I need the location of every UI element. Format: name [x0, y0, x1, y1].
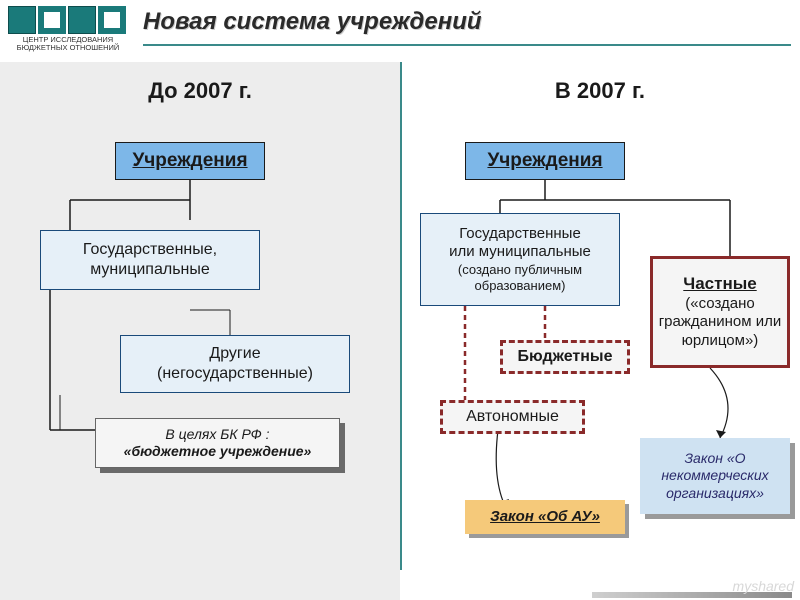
logo-graphic: [8, 6, 128, 34]
left-gov-box: Государственные, муниципальные: [40, 230, 260, 290]
left-note-line2: «бюджетное учреждение»: [124, 443, 312, 461]
left-other-box: Другие (негосударственные): [120, 335, 350, 393]
left-note-line1: В целях БК РФ :: [165, 426, 269, 444]
title-underline: [143, 44, 791, 46]
slide-title: Новая система учреждений: [143, 8, 482, 36]
left-note-box: В целях БК РФ : «бюджетное учреждение»: [95, 418, 340, 468]
right-root: Учреждения: [465, 142, 625, 180]
logo: ЦЕНТР ИССЛЕДОВАНИЯ БЮДЖЕТНЫХ ОТНОШЕНИЙ: [8, 6, 128, 53]
vertical-divider: [400, 62, 402, 570]
law-au-box: Закон «Об АУ»: [465, 500, 625, 534]
logo-caption: ЦЕНТР ИССЛЕДОВАНИЯ БЮДЖЕТНЫХ ОТНОШЕНИЙ: [8, 36, 128, 53]
right-autonomous-box: Автономные: [440, 400, 585, 434]
right-budget-box: Бюджетные: [500, 340, 630, 374]
watermark: myshared: [733, 578, 794, 594]
right-header: В 2007 г.: [400, 78, 800, 104]
law-nko-box: Закон «О некоммерческих организациях»: [640, 438, 790, 514]
right-private-box: Частные («создано гражданином или юрлицо…: [650, 256, 790, 368]
right-gov-box: Государственные или муниципальные (созда…: [420, 213, 620, 306]
left-root: Учреждения: [115, 142, 265, 180]
left-header: До 2007 г.: [0, 78, 400, 104]
